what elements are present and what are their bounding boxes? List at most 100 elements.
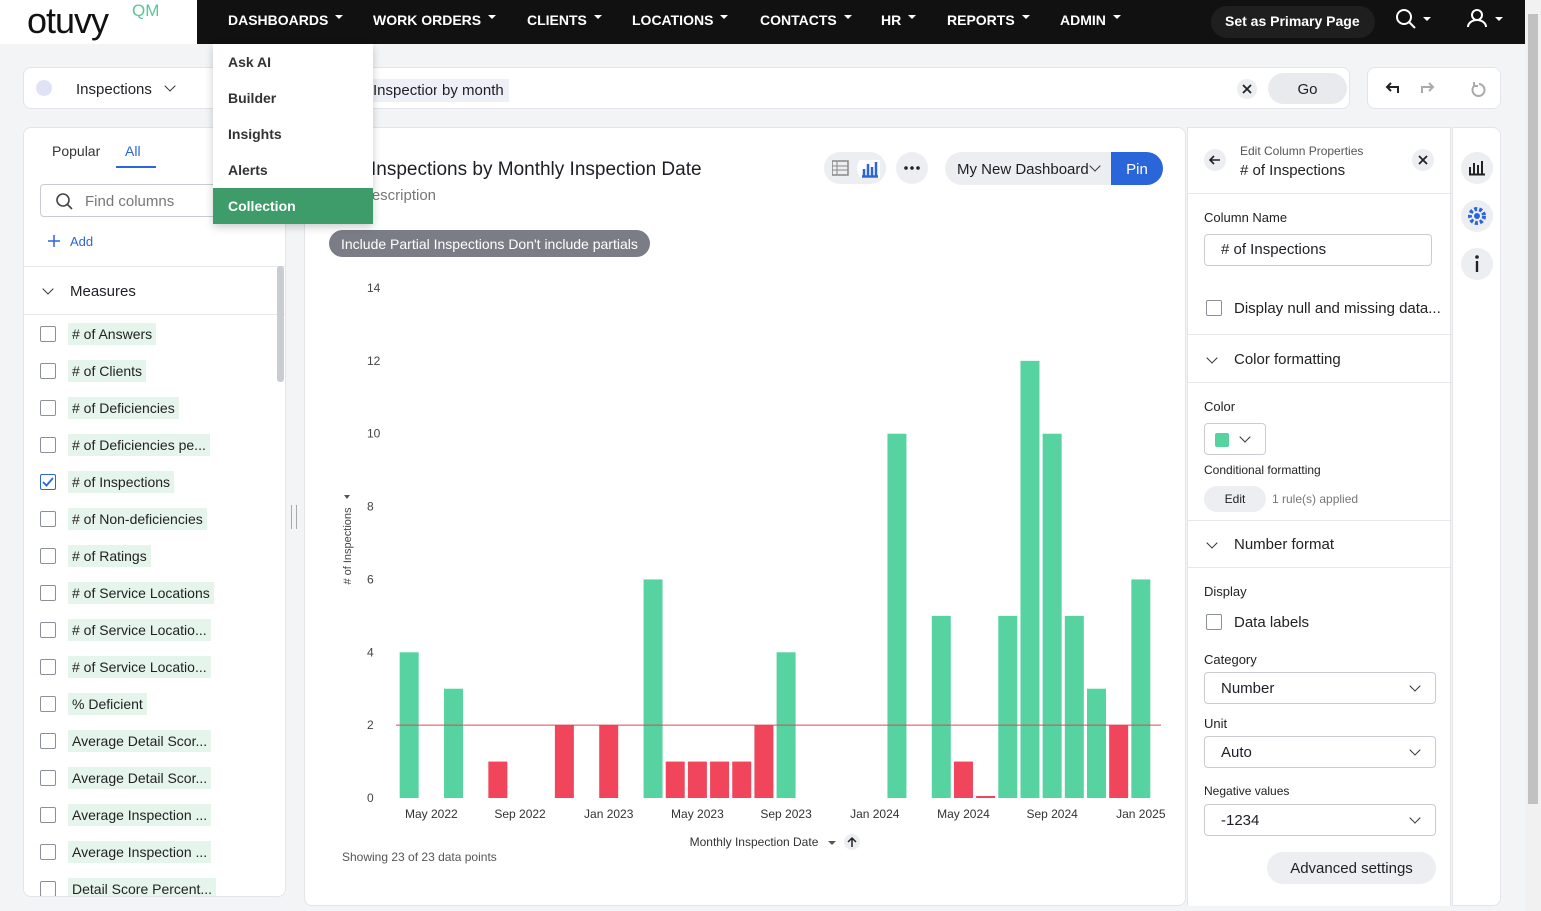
- checkbox[interactable]: [40, 844, 56, 860]
- x-tick-label: Sep 2022: [494, 807, 546, 821]
- tab[interactable]: Popular: [52, 143, 101, 159]
- y-tick-label: 10: [367, 427, 381, 441]
- checkbox[interactable]: [40, 326, 56, 342]
- nav-item[interactable]: DASHBOARDS: [228, 12, 343, 28]
- checkbox[interactable]: [40, 807, 56, 823]
- checkbox[interactable]: [40, 770, 56, 786]
- search-icon[interactable]: [1396, 9, 1412, 25]
- edit-button[interactable]: Edit: [1204, 486, 1266, 512]
- checkbox[interactable]: [1206, 614, 1222, 630]
- unit-select[interactable]: Auto: [1204, 736, 1436, 768]
- data-labels-option[interactable]: Data labels: [1234, 614, 1310, 631]
- negative-select[interactable]: -1234: [1204, 804, 1436, 836]
- checkbox[interactable]: [40, 363, 56, 379]
- advanced-button[interactable]: Advanced settings: [1267, 852, 1436, 884]
- dashboard-name: My New Dashboard: [957, 161, 1089, 178]
- menu-item[interactable]: Builder: [228, 90, 277, 106]
- section-title[interactable]: Number format: [1234, 536, 1335, 553]
- checkbox[interactable]: [40, 733, 56, 749]
- column-name: # of Non-deficiencies: [68, 508, 207, 530]
- close-button[interactable]: [1412, 149, 1434, 171]
- checkbox[interactable]: [40, 474, 56, 490]
- checkbox[interactable]: [40, 511, 56, 527]
- bar: [1064, 615, 1084, 798]
- category-select[interactable]: Number: [1204, 672, 1436, 704]
- token[interactable]: Inspections: [368, 79, 454, 102]
- pin-button[interactable]: Pin: [1111, 152, 1163, 185]
- checkbox[interactable]: [40, 548, 56, 564]
- menu-item[interactable]: Insights: [228, 126, 282, 142]
- nav-icons[interactable]: [1392, 6, 1512, 36]
- primary-button[interactable]: Set as Primary Page: [1211, 6, 1375, 38]
- nav-item[interactable]: LOCATIONS: [632, 12, 728, 28]
- column-name: # of Deficiencies: [68, 397, 179, 419]
- scroll-thumb[interactable]: [1528, 14, 1538, 804]
- logo-area[interactable]: otuvy QM: [0, 0, 197, 44]
- side-icon-set[interactable]: [1461, 152, 1493, 312]
- menu-item[interactable]: Alerts: [228, 162, 268, 178]
- checkbox[interactable]: [40, 696, 56, 712]
- nav-item[interactable]: CONTACTS: [760, 12, 852, 28]
- source-icon: [36, 80, 52, 96]
- panel-scroll-thumb[interactable]: [277, 266, 284, 382]
- checkbox[interactable]: [40, 437, 56, 453]
- menu-item[interactable]: Ask AI: [228, 54, 272, 70]
- bar: [444, 688, 464, 798]
- chart: 0 2 4 6 8 10 12 14 May 2022 Sep 2022 Jan 2023 May 2…: [342, 281, 1166, 850]
- x-tick-label: May 2023: [671, 807, 724, 821]
- nav-item[interactable]: WORK ORDERS: [373, 12, 496, 28]
- nav-item[interactable]: REPORTS: [947, 12, 1030, 28]
- column-name: # of Service Locatio...: [68, 619, 211, 641]
- user-icon[interactable]: [1471, 9, 1483, 21]
- bar: [754, 725, 774, 798]
- scrollbar[interactable]: [1525, 0, 1541, 911]
- clear-button[interactable]: [1236, 78, 1258, 100]
- nav-item[interactable]: CLIENTS: [527, 12, 602, 28]
- view-toggle[interactable]: [824, 152, 886, 184]
- header: Edit Column Properties: [1240, 144, 1364, 158]
- bar: [732, 761, 752, 798]
- more-button[interactable]: [896, 152, 928, 184]
- chevron: [42, 283, 54, 295]
- checkbox[interactable]: [40, 659, 56, 675]
- label: Unit: [1204, 716, 1228, 731]
- x-tick-label: May 2024: [937, 807, 990, 821]
- y-tick-label: 2: [367, 718, 374, 732]
- column-name: Average Detail Scor...: [68, 767, 212, 789]
- token[interactable]: by month: [437, 79, 509, 102]
- color-picker[interactable]: [1204, 423, 1266, 455]
- find-columns[interactable]: Find columns: [40, 184, 285, 217]
- label: Color: [1204, 399, 1236, 414]
- axis-menu-caret: [344, 495, 350, 499]
- resize-handle[interactable]: [291, 505, 297, 529]
- column-name-input[interactable]: # of Inspections: [1204, 234, 1432, 266]
- footer-area: Advanced settings: [1188, 836, 1450, 906]
- history-icons[interactable]: [1382, 78, 1492, 100]
- checkbox[interactable]: [40, 881, 56, 896]
- section-title[interactable]: Measures: [70, 283, 136, 300]
- column-name: # of Service Locatio...: [68, 656, 211, 678]
- view-icons[interactable]: [832, 160, 880, 178]
- checkbox[interactable]: [1206, 300, 1222, 316]
- columns-panel: Popular All Find columns Add Measures # o…: [23, 127, 286, 897]
- search-icon-handle: [1408, 21, 1416, 29]
- back-button[interactable]: [1204, 149, 1226, 171]
- nav-item[interactable]: ADMIN: [1060, 12, 1121, 28]
- filter-chip[interactable]: Include Partial Inspections Don't includ…: [329, 230, 650, 257]
- go-button[interactable]: Go: [1268, 73, 1347, 104]
- null-option[interactable]: Display null and missing data...: [1234, 300, 1441, 317]
- source[interactable]: Inspections: [76, 81, 152, 98]
- section-title[interactable]: Color formatting: [1234, 351, 1341, 368]
- add-link[interactable]: Add: [70, 234, 94, 249]
- column-name: # of Clients: [68, 360, 147, 382]
- dashboard-select[interactable]: My New Dashboard Pin: [945, 152, 1163, 185]
- checkbox[interactable]: [40, 585, 56, 601]
- nav-item[interactable]: HR: [881, 12, 916, 28]
- column-name: # of Inspections: [68, 471, 175, 493]
- checkbox[interactable]: [40, 400, 56, 416]
- menu-item[interactable]: Collection: [213, 188, 373, 224]
- value: Number: [1221, 680, 1275, 697]
- checkbox[interactable]: [40, 622, 56, 638]
- tab[interactable]: All: [125, 143, 141, 159]
